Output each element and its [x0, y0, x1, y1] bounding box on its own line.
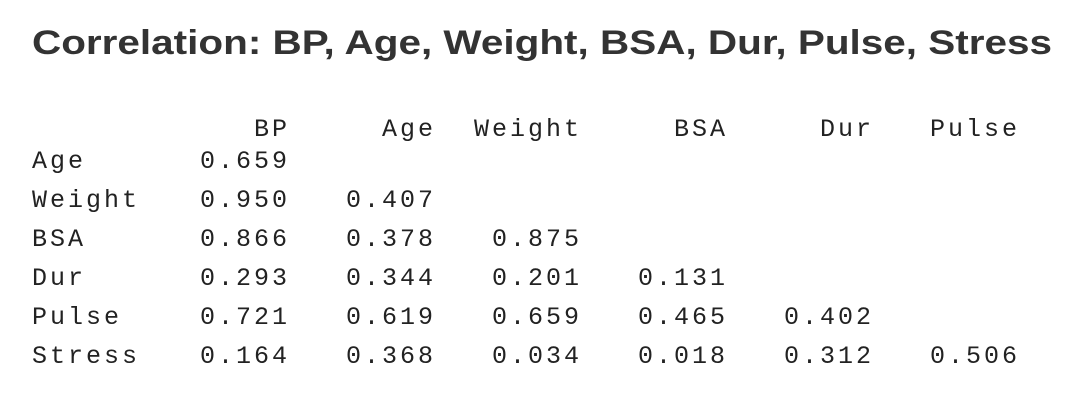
cell: 0.378 [346, 225, 436, 254]
row-label: Stress [32, 342, 140, 371]
row-label: Weight [32, 186, 140, 215]
cell: 0.659 [200, 147, 290, 176]
cell: 0.368 [346, 342, 436, 371]
cell: 0.293 [200, 264, 290, 293]
cell: 0.407 [346, 186, 436, 215]
cell: 0.402 [784, 303, 874, 332]
cell: 0.506 [930, 342, 1020, 371]
column-header: Dur [820, 115, 874, 144]
column-header: Pulse [930, 115, 1020, 144]
cell: 0.131 [638, 264, 728, 293]
row-label: Pulse [32, 303, 122, 332]
cell: 0.866 [200, 225, 290, 254]
row-label: BSA [32, 225, 86, 254]
cell: 0.950 [200, 186, 290, 215]
cell: 0.659 [492, 303, 582, 332]
cell: 0.875 [492, 225, 582, 254]
cell: 0.465 [638, 303, 728, 332]
row-label: Dur [32, 264, 86, 293]
cell: 0.312 [784, 342, 874, 371]
cell: 0.721 [200, 303, 290, 332]
cell: 0.344 [346, 264, 436, 293]
cell: 0.201 [492, 264, 582, 293]
cell: 0.018 [638, 342, 728, 371]
correlation-table: BP Age Weight BSA Dur Pulse Age 0.659 Weight 0.95… [32, 115, 1020, 371]
row-label: Age [32, 147, 86, 176]
title: Correlation: BP, Age, Weight, BSA, Dur, … [32, 24, 1052, 62]
cell: 0.164 [200, 342, 290, 371]
cell: 0.034 [492, 342, 582, 371]
column-header: BP [254, 115, 290, 144]
cell: 0.619 [346, 303, 436, 332]
column-header: Weight [474, 115, 582, 144]
column-header: BSA [674, 115, 728, 144]
column-header: Age [382, 115, 436, 144]
